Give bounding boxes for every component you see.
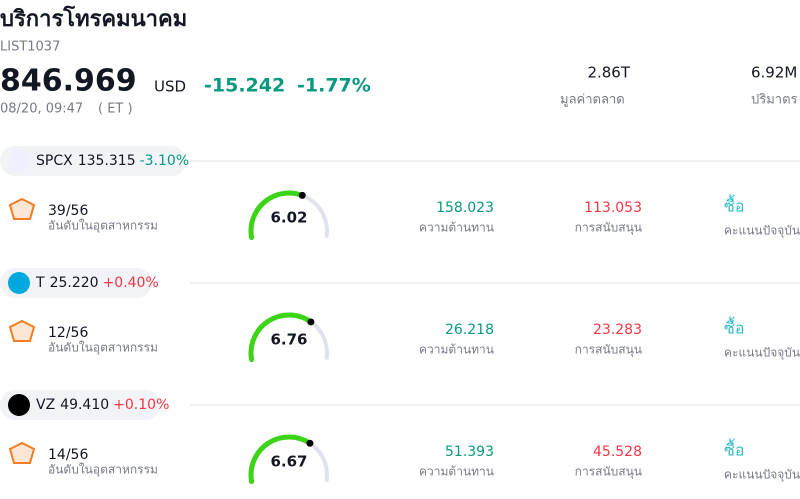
- resistance: 51.393: [445, 444, 494, 460]
- ticker-pill: [0, 268, 152, 298]
- ticker-icon: [8, 272, 30, 294]
- ticker-pill: [0, 390, 161, 420]
- gauge-dot: [298, 191, 306, 199]
- gauge-dot: [307, 318, 315, 326]
- price: 846.969: [0, 64, 137, 99]
- support-label: การสนับสนุน: [575, 221, 642, 236]
- rank-icon: [8, 319, 36, 342]
- stat-label: มูลค่าตลาด: [560, 93, 625, 108]
- gauge-dot: [306, 439, 314, 447]
- ticker: T: [35, 275, 45, 291]
- support: 45.528: [593, 444, 642, 460]
- stat-value: 2.86T: [587, 64, 630, 82]
- ticker-change: -3.10%: [140, 153, 190, 169]
- resistance-label: ความต้านทาน: [419, 343, 494, 357]
- rank-label: อันดับในอุตสาหกรรม: [48, 463, 158, 478]
- stat-value: 6.92M: [751, 64, 797, 82]
- ticker: VZ: [36, 397, 55, 413]
- support-label: การสนับสนุน: [575, 343, 642, 358]
- ticker-price: 49.410: [60, 397, 109, 413]
- stat-label: ปริมาตร: [751, 93, 798, 108]
- gauge-fill: [248, 190, 305, 241]
- currency: USD: [154, 78, 186, 96]
- ticker-pill: [0, 146, 187, 176]
- ticker-price: 135.315: [78, 153, 136, 169]
- ticker-price: 25.220: [50, 275, 99, 291]
- rank-icon: [8, 441, 36, 464]
- timezone: ( ET ): [98, 102, 133, 117]
- rank: 39/56: [48, 203, 88, 219]
- ticker: SPCX: [36, 153, 73, 169]
- rank-label: อันดับในอุตสาหกรรม: [48, 341, 158, 356]
- rank-label: อันดับในอุตสาหกรรม: [48, 219, 158, 234]
- rank: 14/56: [48, 447, 88, 463]
- signal: ซื้อ: [724, 317, 744, 338]
- resistance: 158.023: [436, 200, 494, 216]
- signal: ซื้อ: [724, 195, 744, 216]
- support-label: การสนับสนุน: [575, 465, 642, 480]
- signal-label: คะแนนปัจจุบัน: [724, 224, 800, 239]
- rank: 12/56: [48, 325, 88, 341]
- ticker-icon: [8, 150, 30, 172]
- gauge-fill: [248, 312, 314, 363]
- title: บริการโทรคมนาคม: [0, 5, 187, 32]
- score: 6.67: [270, 453, 307, 471]
- time: 08/20, 09:47: [0, 102, 83, 117]
- rank-icon: [8, 197, 36, 220]
- support: 23.283: [593, 322, 642, 338]
- signal: ซื้อ: [724, 439, 744, 460]
- ticker-change: +0.10%: [113, 397, 169, 413]
- change: -15.242: [204, 75, 285, 97]
- ticker-change: +0.40%: [103, 275, 159, 291]
- gauge-fill: [248, 434, 313, 485]
- signal-label: คะแนนปัจจุบัน: [724, 346, 800, 361]
- change-pct: -1.77%: [297, 75, 371, 97]
- support: 113.053: [584, 200, 642, 216]
- signal-label: คะแนนปัจจุบัน: [724, 468, 800, 483]
- code: LIST1037: [0, 40, 60, 55]
- resistance: 26.218: [445, 322, 494, 338]
- ticker-icon: [8, 394, 30, 416]
- score: 6.76: [270, 331, 307, 349]
- resistance-label: ความต้านทาน: [419, 221, 494, 235]
- resistance-label: ความต้านทาน: [419, 465, 494, 479]
- score: 6.02: [270, 209, 307, 227]
